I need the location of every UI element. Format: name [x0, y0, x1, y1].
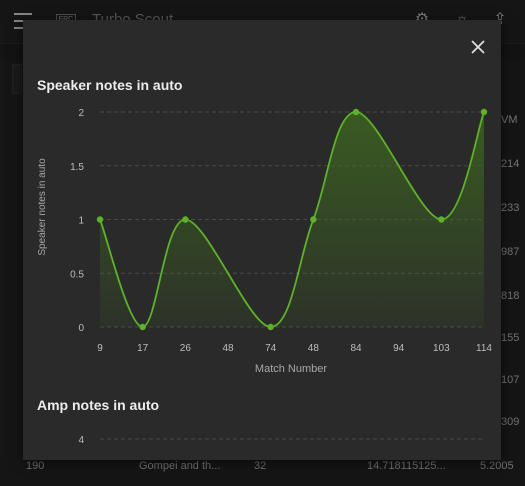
chart-title-speaker: Speaker notes in auto: [37, 77, 183, 93]
bg-col-fragment: 233: [501, 202, 520, 214]
data-point[interactable]: [310, 216, 317, 223]
x-tick-label: 48: [308, 343, 320, 354]
x-tick-label: 84: [350, 343, 362, 354]
y-tick-label: 0.5: [70, 269, 84, 280]
bg-row-count: 32: [254, 460, 267, 472]
y-tick-label: 2: [78, 108, 84, 119]
x-tick-label: 114: [476, 343, 492, 354]
bg-col-fragment: VM: [501, 114, 518, 126]
chart-title-amp: Amp notes in auto: [37, 397, 160, 413]
chart-dialog: Speaker notes in auto Speaker notes in a…: [23, 20, 501, 460]
series-line: [99, 111, 485, 328]
data-point[interactable]: [182, 216, 189, 223]
x-tick-label: 26: [180, 343, 192, 354]
bg-row-team: 190: [26, 460, 45, 472]
table-header-fragment: [12, 64, 22, 94]
close-icon: [471, 40, 485, 54]
y-axis-label: Speaker notes in auto: [37, 158, 48, 256]
data-point[interactable]: [438, 216, 445, 223]
bg-row-value-b: 5.2005: [480, 460, 514, 472]
x-tick-label: 9: [97, 343, 103, 354]
data-point[interactable]: [352, 108, 360, 116]
bg-col-fragment: 987: [501, 246, 520, 258]
amp-notes-chart: auto 4: [78, 435, 484, 446]
bg-col-fragment: 107: [501, 374, 520, 386]
bg-col-fragment: 309: [501, 416, 520, 428]
close-button[interactable]: [467, 36, 489, 58]
bg-row-name: Gompei and th...: [139, 460, 221, 472]
bg-col-fragment: 155: [501, 332, 520, 344]
speaker-notes-chart: Speaker notes in auto Match Number 0 0.5 1…: [37, 108, 492, 375]
data-point[interactable]: [139, 323, 146, 331]
series-area: [100, 112, 484, 327]
data-point[interactable]: [267, 323, 274, 331]
x-tick-label: 103: [433, 343, 450, 354]
data-point[interactable]: [480, 108, 488, 116]
bg-row-value-a: 14.718115125...: [367, 460, 446, 472]
data-point[interactable]: [96, 216, 104, 223]
y-tick-label: 0: [78, 323, 84, 334]
y-tick-label: 1.5: [70, 162, 84, 173]
bg-col-fragment: 818: [501, 290, 520, 302]
y-tick-label: 4: [78, 435, 84, 446]
x-tick-label: 94: [393, 343, 405, 354]
x-axis-label: Match Number: [255, 363, 327, 375]
logo-text: FRC: [59, 16, 73, 23]
x-tick-label: 74: [265, 343, 277, 354]
bg-col-fragment: 214: [501, 158, 520, 170]
x-tick-label: 17: [137, 343, 149, 354]
y-tick-label: 1: [78, 216, 84, 227]
x-tick-label: 48: [222, 343, 234, 354]
